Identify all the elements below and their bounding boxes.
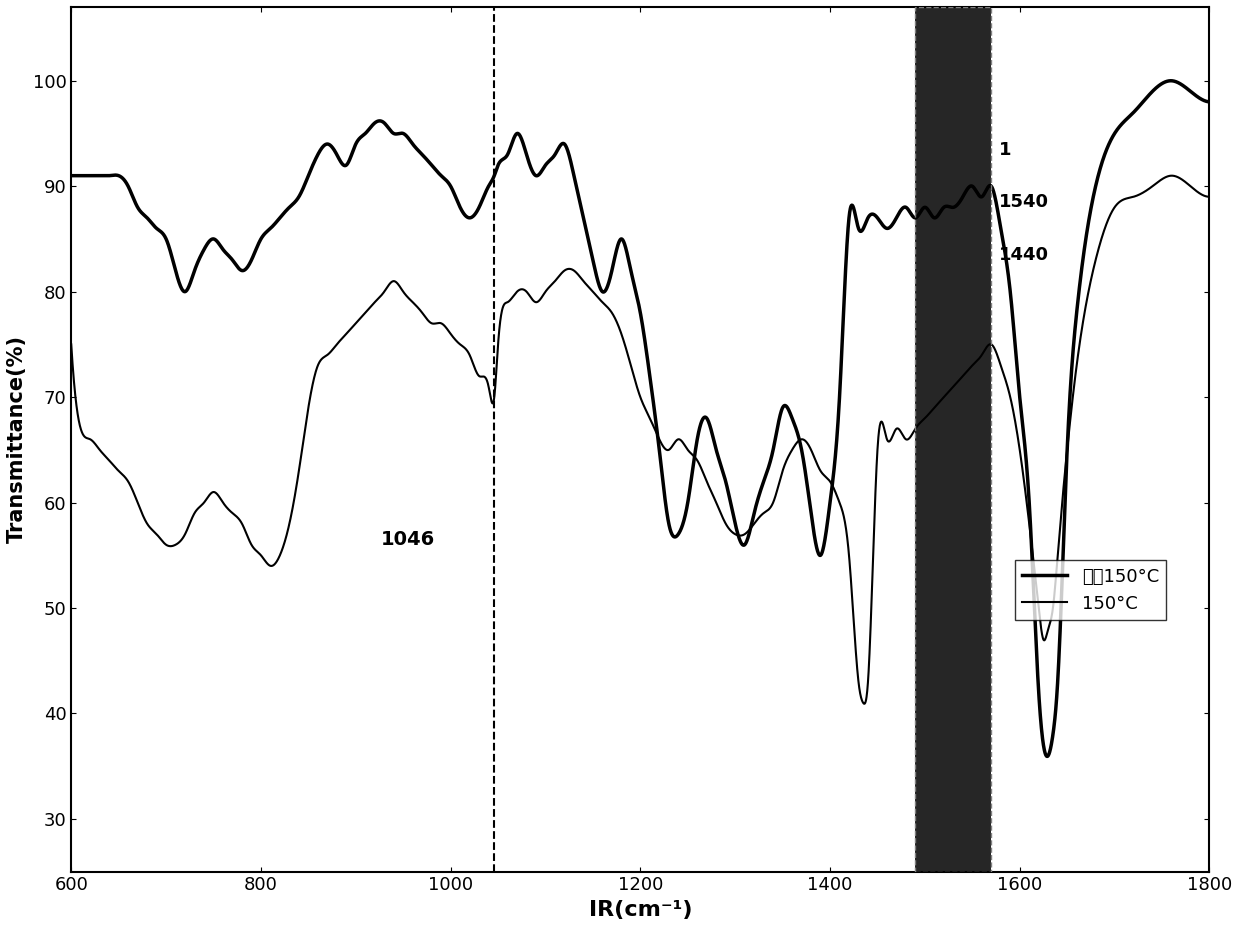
150°C <box>913 416 928 427</box>
低于150°C <box>1040 751 1054 762</box>
Legend: 低于150°C, 150°C: 低于150°C, 150°C <box>1015 561 1166 620</box>
150°C <box>63 339 78 350</box>
150°C <box>1202 191 1217 202</box>
X-axis label: IR(cm⁻¹): IR(cm⁻¹) <box>589 900 693 921</box>
低于150°C <box>804 510 819 521</box>
低于150°C <box>913 207 928 218</box>
Bar <box>916 6 991 871</box>
Line: 低于150°C: 低于150°C <box>71 81 1209 756</box>
低于150°C <box>1202 96 1217 108</box>
低于150°C <box>1000 260 1015 272</box>
低于150°C <box>746 509 761 520</box>
低于150°C <box>63 170 78 181</box>
150°C <box>1000 380 1015 391</box>
150°C <box>498 298 513 309</box>
150°C <box>857 698 872 709</box>
150°C <box>1165 170 1180 181</box>
150°C <box>746 518 761 529</box>
150°C <box>804 445 819 456</box>
Text: 1046: 1046 <box>380 529 435 549</box>
Bar <box>916 6 991 871</box>
低于150°C <box>1163 75 1178 86</box>
Text: 1: 1 <box>999 141 1011 159</box>
Y-axis label: Transmittance(%): Transmittance(%) <box>7 336 27 543</box>
Text: 1540: 1540 <box>999 194 1049 211</box>
低于150°C <box>270 214 285 225</box>
150°C <box>270 553 285 565</box>
低于150°C <box>498 151 513 162</box>
Line: 150°C: 150°C <box>71 175 1209 704</box>
Text: 1440: 1440 <box>999 246 1049 264</box>
